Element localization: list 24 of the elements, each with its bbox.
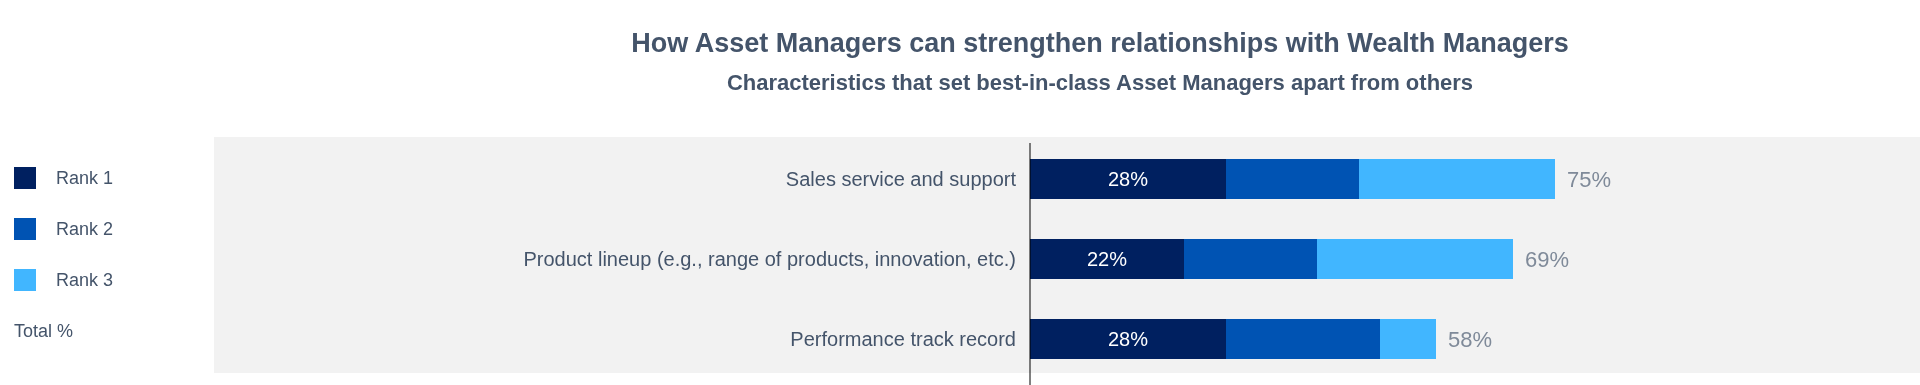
text: Total % xyxy=(14,321,74,342)
bar xyxy=(1030,319,1226,359)
y-tick-label: Performance track record xyxy=(790,328,1016,350)
chart-subtitle: Characteristics that set best-in-class Asset Managers apart from others xyxy=(726,70,1474,95)
bar xyxy=(1226,159,1359,199)
bar xyxy=(1184,239,1317,279)
data-label: 22% xyxy=(1086,248,1128,270)
chart-title: How Asset Managers can strengthen relationships with Wealth Managers xyxy=(631,28,1569,58)
bar xyxy=(1359,159,1555,199)
bar xyxy=(1226,319,1380,359)
total-label: 69% xyxy=(1525,246,1570,272)
legend-label: Rank 3 xyxy=(56,270,114,291)
bar xyxy=(1030,159,1226,199)
y-tick-label: Product lineup (e.g., range of products, innovation, etc.) xyxy=(523,248,1016,270)
total-label: 75% xyxy=(1567,166,1612,192)
bar xyxy=(1317,239,1513,279)
bar xyxy=(1380,319,1436,359)
data-label: 28% xyxy=(1107,328,1149,350)
legend-label: Rank 2 xyxy=(56,219,114,240)
bar xyxy=(1030,239,1184,279)
data-label: 28% xyxy=(1107,168,1149,190)
y-tick-label: Sales service and support xyxy=(785,168,1017,190)
legend-label: Rank 1 xyxy=(56,168,114,189)
total-label: 58% xyxy=(1448,326,1493,352)
